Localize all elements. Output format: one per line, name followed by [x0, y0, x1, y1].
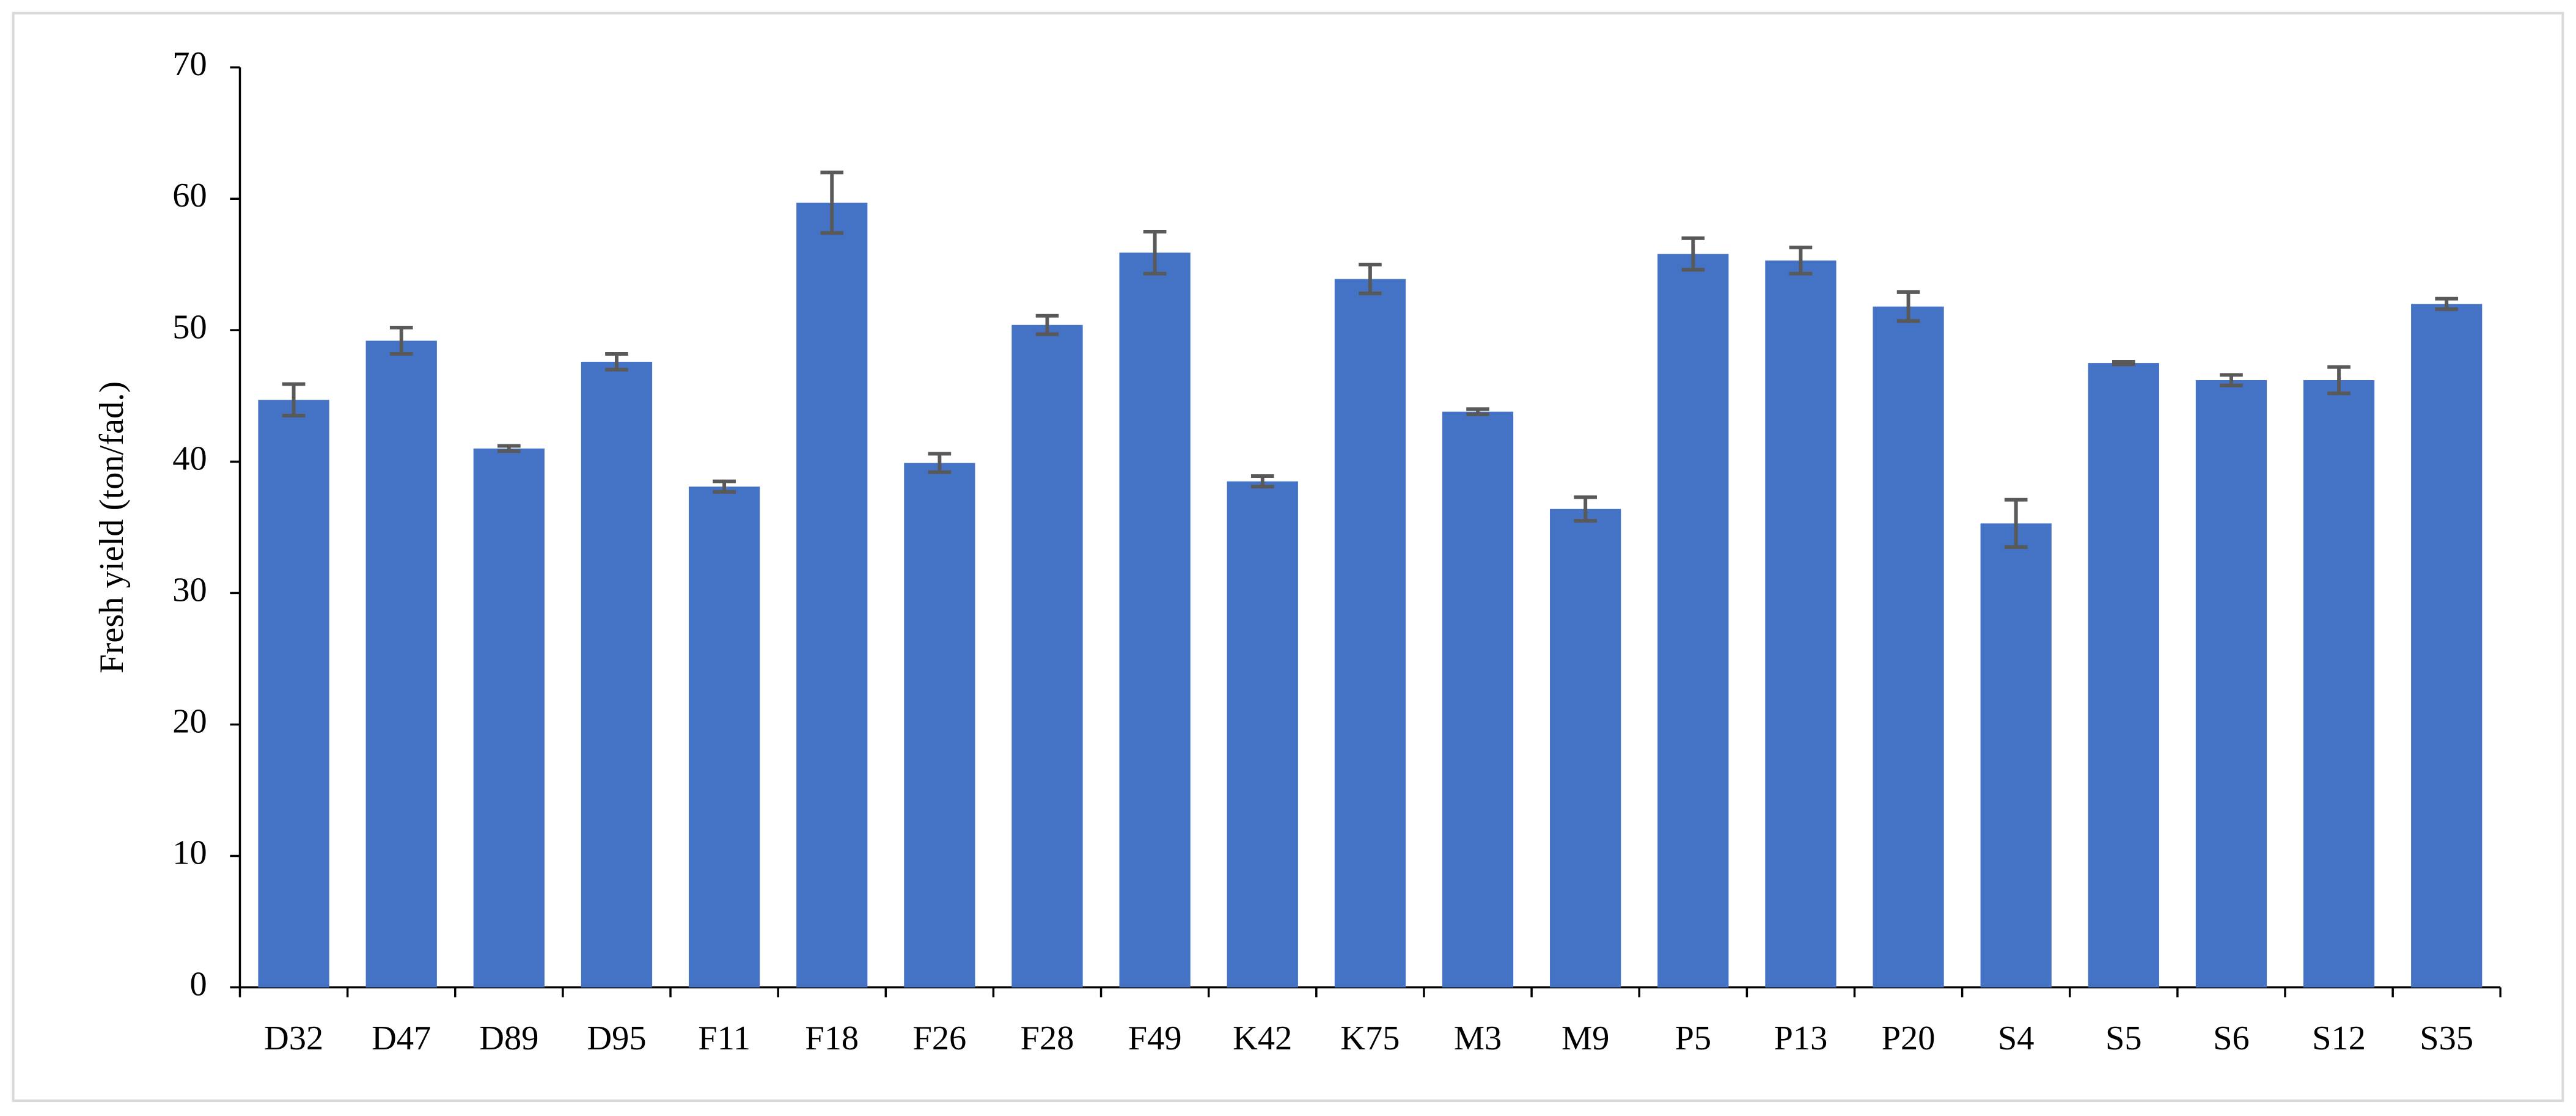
bar: [1011, 325, 1083, 988]
x-tick-label: D47: [372, 1019, 431, 1057]
bar: [2088, 363, 2159, 988]
error-bar: [2327, 365, 2350, 395]
error-bar: [1143, 230, 1167, 276]
bar: [1119, 252, 1191, 988]
error-bar: [1035, 314, 1059, 336]
bar: [1657, 254, 1729, 988]
error-bar: [1359, 262, 1382, 296]
bar: [1980, 523, 2052, 988]
error-bar: [1896, 290, 1920, 323]
bar: [688, 486, 760, 988]
error-bar: [389, 326, 413, 356]
error-bar: [1789, 245, 1813, 276]
x-tick-label: S12: [2312, 1019, 2366, 1057]
bar: [1227, 481, 1298, 988]
x-tick-label: P20: [1882, 1019, 1936, 1057]
x-tick-label: F18: [805, 1019, 859, 1057]
error-bar: [1681, 236, 1705, 272]
x-tick-label: F28: [1021, 1019, 1074, 1057]
x-tick-label: P13: [1774, 1019, 1828, 1057]
bar: [1550, 508, 1621, 988]
error-bar: [2220, 373, 2243, 387]
error-bar: [713, 479, 736, 494]
y-tick-label: 30: [172, 571, 207, 609]
y-axis-label: Fresh yield (ton/fad.): [93, 381, 131, 674]
y-tick-label: 70: [172, 45, 207, 83]
error-bar: [605, 352, 628, 372]
y-tick-label: 60: [172, 177, 207, 215]
y-tick-label: 0: [190, 965, 207, 1003]
error-bar: [1466, 407, 1489, 416]
bar: [1334, 279, 1406, 988]
error-bar: [820, 171, 844, 235]
x-tick-label: S5: [2105, 1019, 2142, 1057]
bar: [796, 202, 868, 988]
x-tick-label: S6: [2213, 1019, 2250, 1057]
bar: [1765, 260, 1837, 988]
bar: [2195, 380, 2267, 988]
error-bar: [2435, 296, 2459, 311]
x-tick-label: P5: [1675, 1019, 1711, 1057]
x-tick-label: D95: [587, 1019, 646, 1057]
bar: [1442, 411, 1514, 988]
x-tick-label: S35: [2420, 1019, 2473, 1057]
error-bar: [282, 382, 306, 418]
bar: [365, 340, 437, 988]
x-tick-label: M3: [1454, 1019, 1502, 1057]
y-tick-label: 40: [172, 439, 207, 477]
x-tick-label: F11: [698, 1019, 750, 1057]
x-tick-label: M9: [1561, 1019, 1609, 1057]
bar: [2303, 380, 2375, 988]
bar: [473, 448, 545, 988]
x-tick-label: S4: [1998, 1019, 2035, 1057]
error-bar: [497, 444, 521, 453]
bar: [904, 463, 975, 988]
x-tick-label: D32: [264, 1019, 323, 1057]
bar: [258, 400, 329, 988]
error-bar: [2112, 359, 2135, 367]
x-tick-label: K42: [1233, 1019, 1292, 1057]
error-bar: [1574, 495, 1597, 523]
x-tick-label: K75: [1340, 1019, 1400, 1057]
y-tick-label: 10: [172, 834, 207, 872]
error-bar: [1250, 474, 1274, 489]
error-bar: [928, 452, 952, 474]
error-bar: [2004, 497, 2028, 549]
y-tick-label: 20: [172, 702, 207, 740]
y-tick-label: 50: [172, 308, 207, 346]
x-tick-label: F26: [912, 1019, 966, 1057]
x-tick-label: F49: [1128, 1019, 1182, 1057]
x-tick-label: D89: [479, 1019, 538, 1057]
bar: [581, 361, 653, 988]
bar: [2411, 304, 2482, 988]
bar: [1873, 306, 1944, 988]
